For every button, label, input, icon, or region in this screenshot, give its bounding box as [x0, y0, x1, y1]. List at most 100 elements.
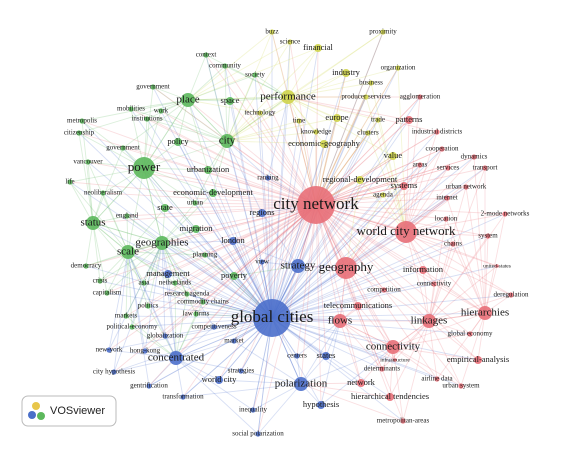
edge — [315, 204, 471, 335]
node-label: democracy — [71, 262, 102, 270]
node-label: state — [157, 202, 173, 212]
node-label: planning — [193, 251, 218, 259]
node — [86, 216, 100, 230]
node — [124, 213, 130, 219]
node-label: urban — [187, 199, 203, 207]
edge — [161, 202, 196, 244]
edge — [143, 204, 317, 284]
node — [145, 303, 151, 309]
node — [121, 245, 135, 259]
edge — [367, 132, 407, 233]
edge — [428, 243, 454, 322]
node — [281, 90, 295, 104]
edge — [127, 251, 166, 337]
edge — [187, 99, 228, 142]
edge — [252, 383, 302, 411]
node-label: institutions — [131, 115, 162, 123]
node-label: performance — [260, 91, 316, 103]
node — [322, 352, 330, 360]
node-label: patterns — [396, 114, 423, 124]
node-label: states — [317, 350, 336, 360]
edge — [224, 65, 289, 98]
edge — [143, 167, 214, 194]
edge — [484, 235, 489, 314]
edge — [161, 204, 317, 244]
edge — [271, 67, 399, 319]
node-label: new-york — [96, 346, 123, 354]
edge — [194, 202, 317, 206]
edge — [226, 131, 317, 142]
node — [144, 116, 150, 122]
node-label: commodity chains — [177, 298, 229, 306]
edge — [161, 242, 235, 277]
edge — [113, 357, 177, 373]
edge — [146, 118, 228, 142]
edge — [229, 100, 273, 319]
edge — [92, 204, 317, 224]
node — [76, 130, 82, 136]
node-label: crisis — [93, 277, 108, 285]
edge — [339, 320, 394, 348]
node — [174, 138, 182, 146]
logo-icon — [28, 411, 36, 419]
edge — [360, 346, 394, 384]
edge — [78, 132, 94, 224]
node — [67, 179, 73, 185]
node — [375, 117, 381, 123]
node-label: political-economy — [107, 323, 158, 331]
node — [313, 129, 319, 135]
edge — [130, 108, 273, 319]
node-label: policy — [167, 136, 189, 146]
edge — [113, 251, 129, 373]
edge — [113, 204, 317, 373]
edge — [92, 222, 101, 282]
node — [478, 306, 492, 320]
node — [450, 241, 456, 247]
edge — [315, 204, 424, 271]
edge — [484, 213, 506, 314]
edge — [287, 47, 319, 98]
edge — [130, 99, 189, 110]
node — [265, 175, 271, 181]
edge — [187, 41, 291, 101]
edge — [271, 317, 438, 380]
node-label: government — [106, 144, 139, 152]
node-label: gentrification — [130, 382, 168, 390]
edge — [271, 317, 394, 348]
node — [363, 94, 369, 100]
edge — [271, 167, 486, 319]
node-label: life — [65, 178, 74, 186]
node-label: vancouver — [73, 158, 103, 166]
node — [320, 140, 328, 148]
node — [192, 225, 200, 233]
edge — [392, 346, 462, 387]
node — [252, 72, 258, 78]
node — [502, 211, 508, 217]
node-label: england — [116, 212, 139, 220]
edge — [433, 283, 486, 314]
node-label: determinants — [364, 365, 400, 373]
edge — [92, 167, 145, 224]
node — [400, 418, 406, 424]
node-label: global cities — [231, 307, 314, 326]
edge — [339, 320, 394, 348]
node-label: hierarchies — [461, 307, 509, 319]
edge — [161, 242, 188, 295]
node-label: 2-mode networks — [481, 210, 530, 218]
edge — [213, 204, 317, 328]
edge — [161, 242, 215, 328]
node — [368, 80, 374, 86]
edge — [143, 140, 228, 169]
edge — [205, 54, 289, 98]
edge — [315, 204, 438, 380]
edge — [428, 235, 489, 322]
edge — [436, 312, 486, 380]
node-label: regions — [249, 207, 274, 217]
edge — [81, 120, 317, 206]
edge — [187, 99, 261, 114]
edge — [271, 156, 475, 319]
node-label: citizenship — [64, 129, 95, 137]
edge — [87, 161, 129, 253]
logo: VOSviewer — [21, 395, 117, 427]
